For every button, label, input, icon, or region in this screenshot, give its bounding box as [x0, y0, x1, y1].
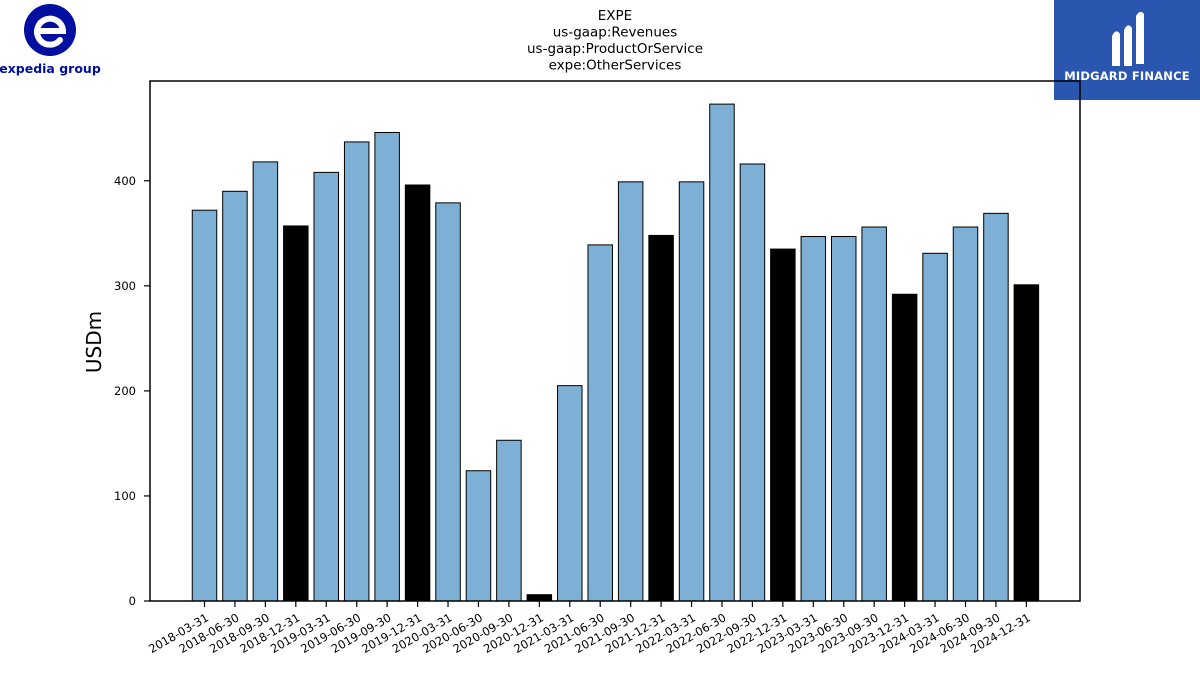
y-tick-label: 100 [114, 489, 136, 503]
expedia-logo-e [34, 15, 67, 48]
bar [830, 235, 857, 602]
bar [496, 439, 522, 602]
bar [678, 181, 705, 602]
midgard-logo-stroke-2 [1124, 25, 1132, 66]
bar [709, 103, 735, 602]
bar [557, 385, 583, 602]
chart-title-line: us-gaap:ProductOrService [527, 41, 703, 57]
bar [617, 181, 644, 602]
bar [1013, 284, 1040, 602]
chart-title-line: expe:OtherServices [549, 58, 682, 74]
bar [222, 190, 248, 602]
bar [191, 209, 218, 602]
bars [191, 103, 1040, 602]
bar [648, 234, 674, 602]
bar [861, 226, 887, 602]
y-tick-label: 300 [114, 279, 136, 293]
bar [526, 594, 553, 602]
bar [587, 244, 613, 602]
bar [313, 171, 340, 602]
bar [435, 202, 461, 602]
x-axis: 2018-03-312018-06-302018-09-302018-12-31… [146, 601, 1033, 656]
y-tick-label: 400 [114, 174, 136, 188]
midgard-logo-stroke-3 [1136, 11, 1144, 64]
bar [404, 184, 431, 602]
midgard-logo-text: MIDGARD FINANCE [1064, 69, 1190, 83]
expedia-logo-text: expedia group [0, 61, 101, 76]
bar [374, 131, 400, 602]
expedia-group-logo: expedia group [0, 0, 110, 85]
bar [952, 226, 979, 602]
midgard-logo-stroke-1 [1112, 31, 1120, 66]
bar [770, 248, 796, 602]
bar [252, 161, 279, 602]
bar [983, 212, 1009, 602]
chart-title-line: us-gaap:Revenues [553, 25, 678, 41]
bar [739, 163, 766, 602]
bar [800, 235, 827, 602]
y-axis: 0 100 200 300 400 [114, 174, 150, 608]
plot-frame [149, 80, 1081, 602]
y-tick-label: 200 [114, 384, 136, 398]
y-axis-label: USDm [82, 311, 106, 373]
chart-title: EXPEus-gaap:Revenuesus-gaap:ProductOrSer… [527, 8, 703, 74]
y-tick-label: 0 [129, 594, 136, 608]
bar [465, 470, 492, 602]
bar [922, 252, 948, 602]
chart-title-line: EXPE [598, 8, 632, 24]
midgard-finance-logo: MIDGARD FINANCE [1054, 0, 1200, 100]
bar [891, 293, 918, 602]
bar [283, 225, 309, 602]
bar [343, 141, 370, 602]
